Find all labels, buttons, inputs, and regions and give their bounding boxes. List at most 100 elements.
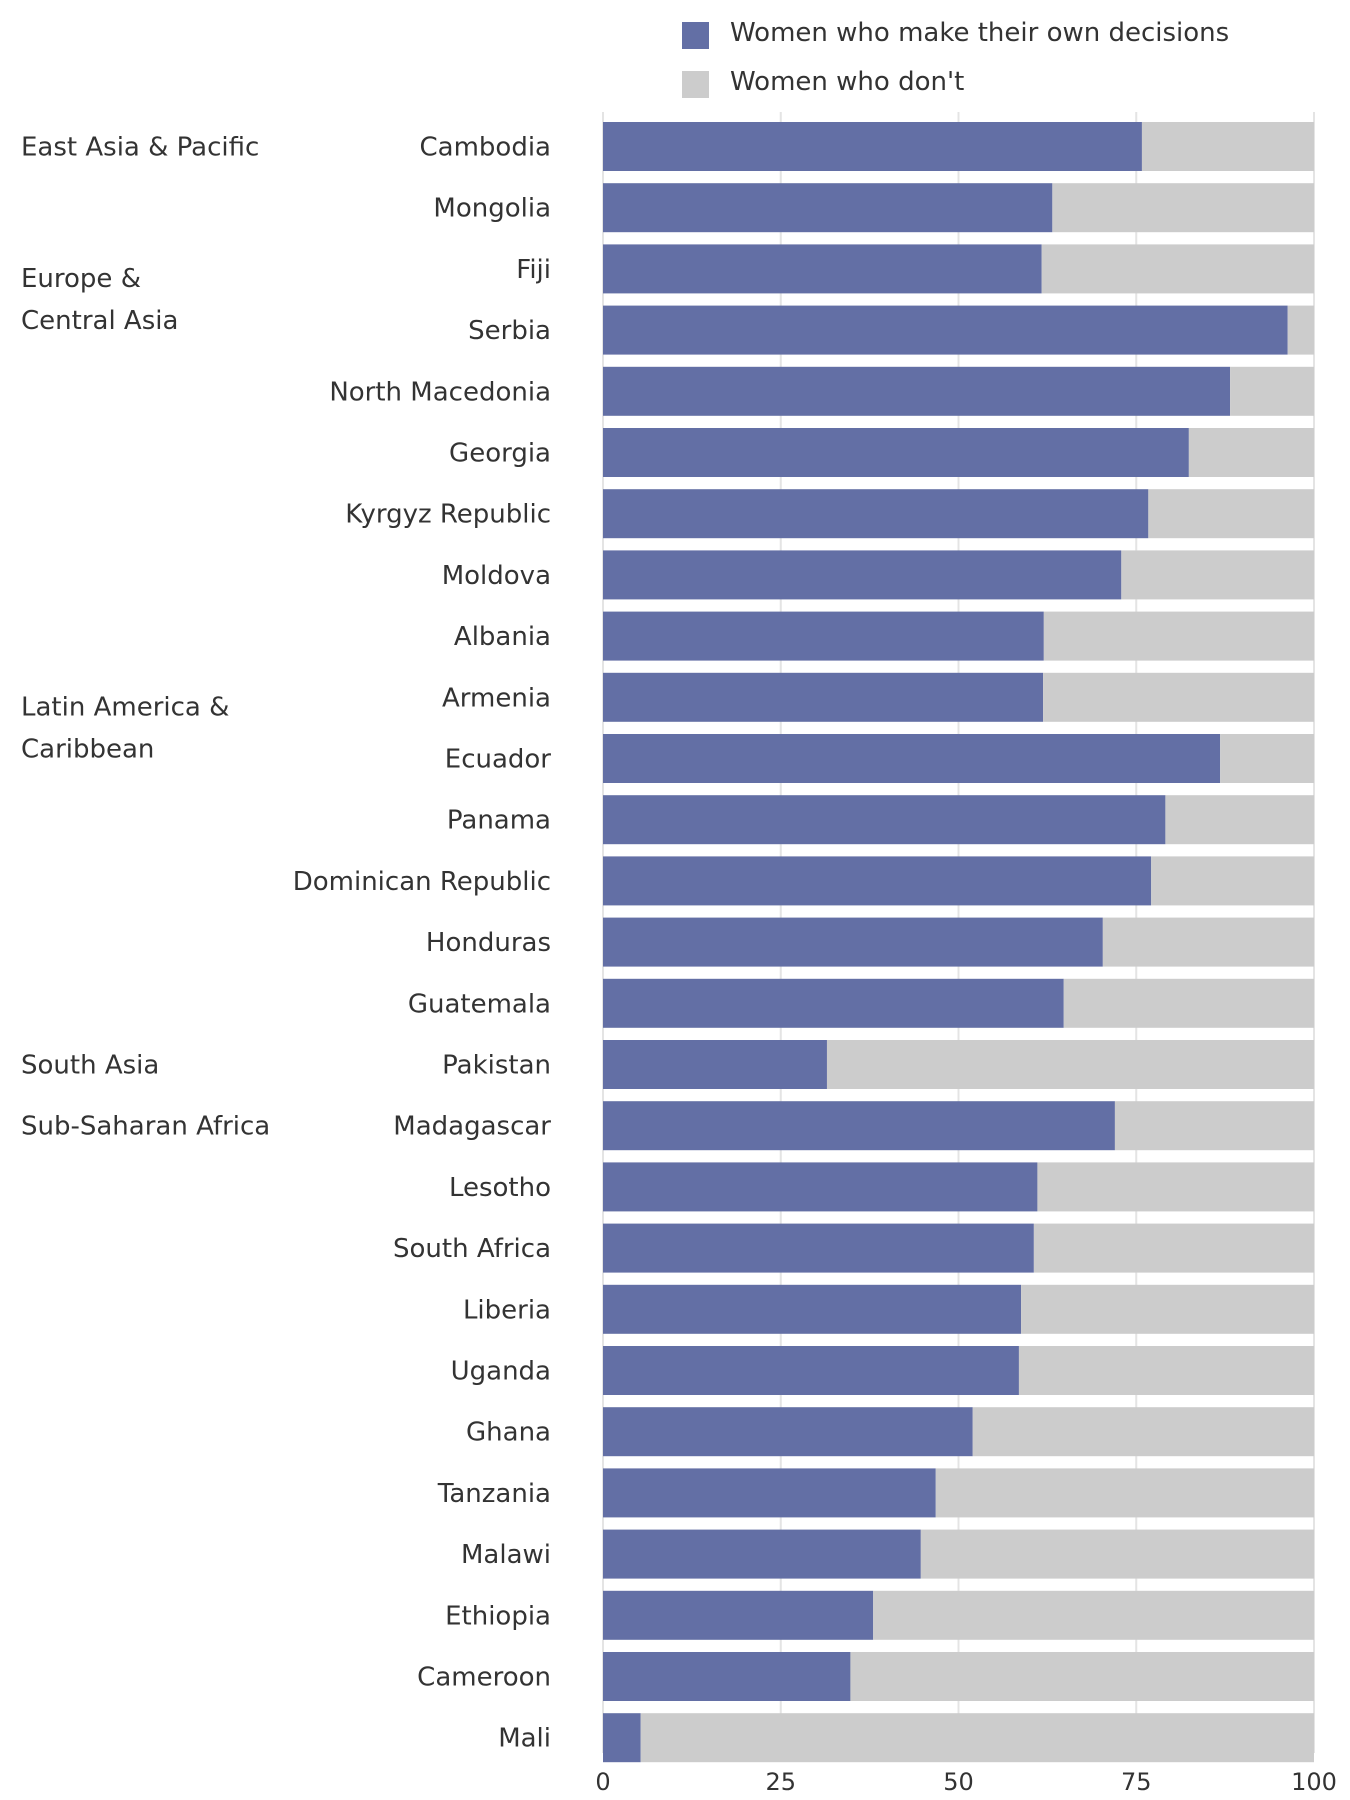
category-label-south-africa: South Africa [393, 1234, 551, 1264]
bar-dont-serbia [1287, 305, 1314, 355]
bar-decide-mongolia [603, 183, 1053, 233]
bar-decide-pakistan [603, 1040, 827, 1089]
bar-dont-liberia [1021, 1284, 1314, 1334]
bar-dont-moldova [1121, 550, 1314, 600]
bar-dont-cambodia [1141, 122, 1314, 171]
category-label-ethiopia: Ethiopia [445, 1601, 551, 1631]
category-label-honduras: Honduras [426, 928, 551, 958]
bar-decide-albania [603, 611, 1044, 661]
bar-decide-tanzania [603, 1468, 936, 1518]
group-label-east-asia-pacific: East Asia & Pacific [21, 133, 259, 163]
bar-decide-ethiopia [603, 1590, 874, 1640]
legend-swatch-0 [682, 22, 709, 49]
x-tick-label-75: 75 [1121, 1768, 1152, 1796]
category-label-uganda: Uganda [451, 1357, 551, 1387]
bar-dont-madagascar [1114, 1101, 1314, 1151]
category-label-cambodia: Cambodia [420, 133, 552, 163]
bar-decide-malawi [603, 1529, 921, 1579]
x-tick-label-100: 100 [1291, 1768, 1337, 1796]
category-label-lesotho: Lesotho [449, 1173, 551, 1203]
bar-dont-pakistan [826, 1040, 1314, 1089]
group-label-south-asia: South Asia [21, 1051, 159, 1081]
bar-decide-moldova [603, 550, 1122, 600]
bar-dont-mali [640, 1713, 1314, 1763]
category-label-mali: Mali [498, 1724, 551, 1754]
x-tick-label-50: 50 [943, 1768, 974, 1796]
bar-decide-uganda [603, 1346, 1019, 1395]
bar-decide-guatemala [603, 978, 1064, 1028]
category-label-north-macedonia: North Macedonia [329, 377, 551, 407]
bar-dont-malawi [920, 1529, 1314, 1579]
category-label-ghana: Ghana [466, 1418, 551, 1448]
category-label-malawi: Malawi [461, 1540, 551, 1570]
bar-dont-fiji [1041, 244, 1314, 294]
group-label-latin-america-caribbean: Latin America & Caribbean [21, 693, 229, 765]
category-label-armenia: Armenia [442, 683, 551, 713]
bar-dont-mongolia [1052, 183, 1314, 233]
category-label-panama: Panama [447, 806, 551, 836]
bar-dont-armenia [1043, 672, 1314, 722]
bar-dont-ethiopia [873, 1590, 1314, 1640]
bar-decide-kyrgyz-republic [603, 489, 1149, 539]
bar-dont-kyrgyz-republic [1148, 489, 1314, 539]
group-label-sub-saharan-africa: Sub-Saharan Africa [21, 1112, 270, 1142]
bar-dont-ghana [972, 1407, 1314, 1457]
category-label-pakistan: Pakistan [442, 1051, 551, 1081]
legend-label-1: Women who don't [730, 67, 964, 97]
bar-dont-panama [1165, 795, 1314, 845]
group-label-line: Europe & [21, 264, 141, 294]
bar-dont-ecuador [1220, 734, 1314, 783]
bar-dont-honduras [1102, 917, 1314, 967]
category-label-tanzania: Tanzania [437, 1479, 551, 1509]
group-label-europe-central-asia: Europe & Central Asia [21, 264, 178, 336]
category-label-dominican-republic: Dominican Republic [293, 867, 551, 897]
bar-decide-lesotho [603, 1162, 1038, 1212]
bar-decide-panama [603, 795, 1166, 845]
category-label-guatemala: Guatemala [408, 989, 551, 1019]
bar-dont-lesotho [1037, 1162, 1314, 1212]
bar-decide-ecuador [603, 734, 1221, 783]
category-label-liberia: Liberia [463, 1295, 551, 1325]
bar-dont-dominican-republic [1151, 856, 1314, 906]
bar-dont-albania [1043, 611, 1314, 661]
bar-decide-mali [603, 1713, 641, 1763]
bar-dont-uganda [1018, 1346, 1314, 1395]
bar-dont-georgia [1188, 428, 1314, 477]
bar-decide-south-africa [603, 1223, 1034, 1273]
legend-label-0: Women who make their own decisions [730, 18, 1229, 48]
bar-decide-dominican-republic [603, 856, 1152, 906]
category-label-kyrgyz-republic: Kyrgyz Republic [345, 500, 551, 530]
bar-dont-north-macedonia [1230, 366, 1314, 416]
bar-dont-guatemala [1063, 978, 1314, 1028]
x-tick-label-25: 25 [765, 1768, 796, 1796]
category-label-cameroon: Cameroon [417, 1663, 551, 1693]
bar-decide-serbia [603, 305, 1288, 355]
bar-decide-ghana [603, 1407, 973, 1457]
category-label-ecuador: Ecuador [445, 745, 552, 775]
bar-decide-liberia [603, 1284, 1022, 1334]
bar-decide-madagascar [603, 1101, 1115, 1151]
legend-swatch-1 [682, 71, 709, 98]
category-label-madagascar: Madagascar [393, 1112, 551, 1142]
bar-decide-georgia [603, 428, 1189, 477]
category-label-georgia: Georgia [449, 439, 551, 469]
category-label-fiji: Fiji [516, 255, 551, 285]
bar-decide-cameroon [603, 1652, 851, 1701]
bar-dont-cameroon [850, 1652, 1314, 1701]
category-label-moldova: Moldova [442, 561, 551, 591]
category-label-albania: Albania [454, 622, 551, 652]
x-tick-label-0: 0 [595, 1768, 610, 1796]
bar-dont-south-africa [1033, 1223, 1314, 1273]
bar-decide-north-macedonia [603, 366, 1231, 416]
group-label-line: Central Asia [21, 306, 178, 336]
group-label-line: Latin America & [21, 693, 229, 723]
bar-decide-armenia [603, 672, 1044, 722]
group-label-line: Caribbean [21, 735, 154, 765]
category-label-mongolia: Mongolia [433, 194, 551, 224]
bar-decide-honduras [603, 917, 1103, 967]
bar-decide-cambodia [603, 122, 1142, 171]
bar-dont-tanzania [935, 1468, 1314, 1518]
bar-decide-fiji [603, 244, 1042, 294]
category-label-serbia: Serbia [468, 316, 551, 346]
